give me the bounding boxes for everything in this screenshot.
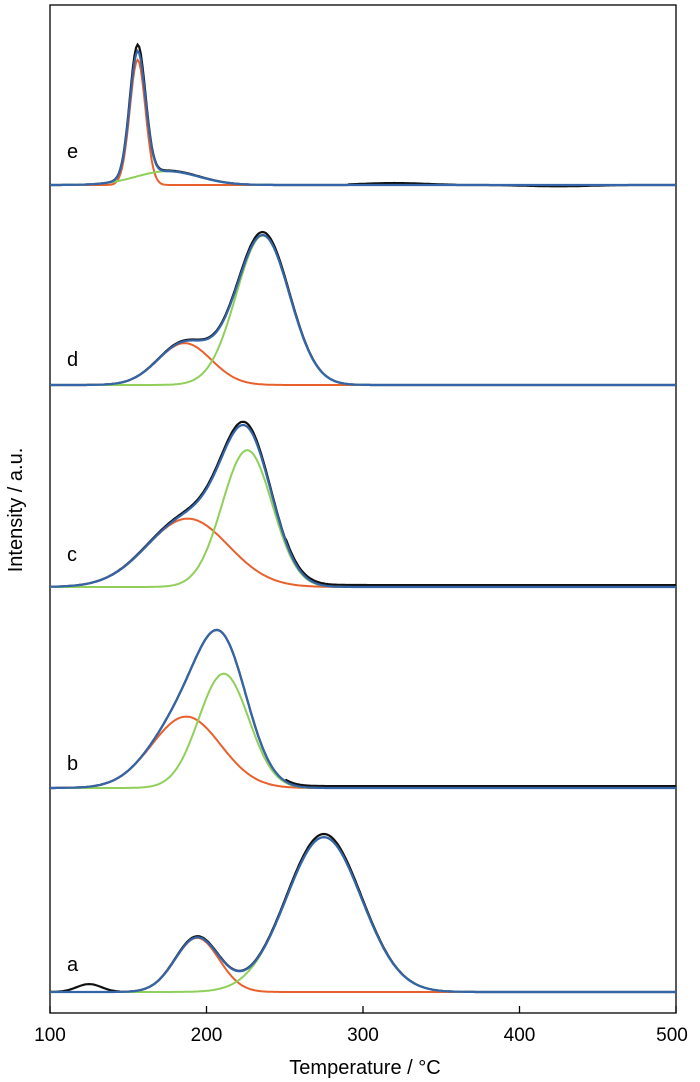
fit-peak-low [50, 342, 676, 386]
fit-peak-high [50, 449, 676, 588]
panel-label-a: a [67, 954, 79, 976]
fit-sum-curve [49, 423, 676, 589]
x-axis-label: Temperature / °C [289, 1057, 440, 1079]
fit-sum-curve [50, 49, 676, 187]
panel-label-c: c [67, 544, 77, 566]
x-tick-label: 100 [34, 1025, 66, 1046]
x-tick-label: 300 [347, 1025, 379, 1046]
panel-label-d: d [67, 349, 78, 371]
plot-frame [49, 4, 677, 1014]
fit-sum-curve [50, 233, 676, 387]
measured-curve [50, 230, 676, 387]
measured-curve [49, 420, 676, 588]
panel-a [50, 832, 676, 994]
fit-sum-curve [50, 628, 676, 790]
fit-peak-low [50, 936, 676, 993]
x-tick-label: 500 [656, 1025, 688, 1046]
x-tick-label: 200 [191, 1025, 223, 1046]
measured-curve [50, 628, 676, 790]
fit-peak-high [50, 836, 676, 993]
curves-layer [49, 42, 676, 994]
panel-d [50, 230, 676, 387]
y-axis-label: Intensity / a.u. [5, 448, 27, 573]
x-tick-label: 400 [504, 1025, 536, 1046]
panel-labels-layer: e d c b a [67, 141, 79, 976]
measured-curve [50, 42, 676, 188]
fit-peak-high [50, 672, 676, 789]
panel-label-e: e [67, 141, 78, 163]
fit-peak-high [50, 234, 676, 386]
panel-label-b: b [67, 753, 78, 775]
x-axis-ticks: 100 200 300 400 500 [34, 1006, 688, 1046]
measured-curve [50, 832, 676, 994]
panel-e [50, 42, 676, 188]
fit-peak-low [49, 517, 676, 588]
panel-b [50, 628, 676, 790]
fit-sum-curve [50, 836, 676, 994]
panel-c [49, 420, 676, 589]
